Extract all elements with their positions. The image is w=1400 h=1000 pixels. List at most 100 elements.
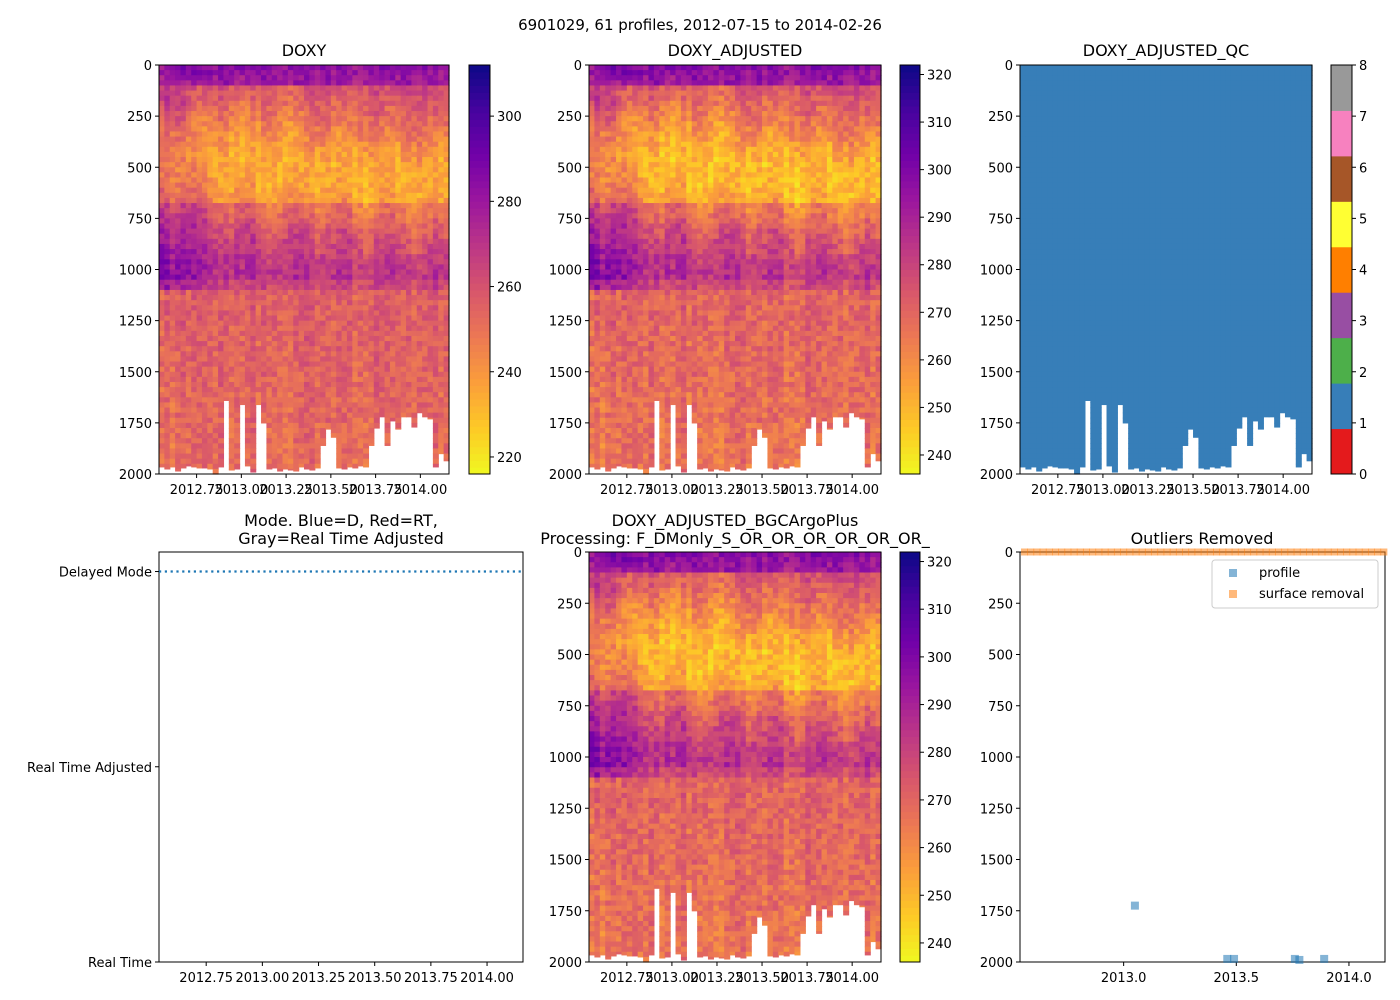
doxy-cell bbox=[207, 90, 214, 97]
doxy-adjusted-cell bbox=[621, 387, 628, 393]
doxy-adjusted-cell bbox=[594, 223, 601, 230]
doxy-cell bbox=[212, 320, 219, 327]
doxy-adjusted-cell bbox=[594, 136, 601, 143]
doxy-cell bbox=[239, 346, 246, 352]
doxy-cell bbox=[395, 70, 402, 76]
doxy-colorbar-band bbox=[469, 187, 490, 196]
doxy-cell bbox=[250, 238, 257, 245]
doxy-adjusted-cell bbox=[589, 289, 596, 296]
doxy-cell bbox=[234, 192, 241, 199]
doxy-cell bbox=[169, 218, 176, 225]
doxy-adjusted-cell bbox=[594, 80, 601, 87]
doxy-cell bbox=[159, 75, 165, 81]
doxy-cell bbox=[228, 95, 235, 102]
doxy-cell bbox=[228, 167, 235, 173]
doxy-cell bbox=[255, 228, 262, 235]
doxy-adjusted-cell bbox=[589, 208, 596, 214]
doxy-adjusted-cell bbox=[599, 218, 606, 225]
doxy-cell bbox=[298, 407, 305, 414]
doxy-cell bbox=[298, 330, 305, 337]
doxy-cell bbox=[336, 376, 343, 383]
doxy-cell bbox=[352, 443, 359, 450]
doxy-cell bbox=[169, 213, 176, 219]
doxy-cell bbox=[207, 402, 214, 409]
doxy-cell bbox=[330, 249, 337, 255]
doxy-cell bbox=[411, 223, 418, 230]
doxy-cell bbox=[261, 105, 268, 112]
doxy-cell bbox=[389, 213, 396, 219]
doxy-cell bbox=[159, 417, 165, 424]
doxy-cell bbox=[352, 325, 359, 332]
doxy-cell bbox=[271, 284, 278, 291]
doxy-cell bbox=[309, 259, 316, 265]
doxy-cell bbox=[159, 182, 165, 189]
doxy-cell bbox=[159, 100, 165, 107]
doxy-cell bbox=[293, 269, 300, 276]
doxy-adjusted-cell bbox=[621, 85, 628, 92]
doxy-cell bbox=[379, 341, 386, 347]
doxy-cell bbox=[346, 315, 353, 322]
doxy-cell bbox=[406, 121, 413, 127]
doxy-cell bbox=[201, 295, 208, 301]
doxy-cell bbox=[282, 116, 289, 122]
doxy-cell bbox=[159, 70, 165, 76]
doxy-cell bbox=[304, 259, 310, 265]
doxy-adjusted-cell bbox=[616, 295, 623, 301]
doxy-cell bbox=[416, 105, 423, 112]
doxy-cell bbox=[379, 300, 386, 306]
doxy-cell bbox=[432, 305, 439, 311]
doxy-colorbar-band bbox=[469, 385, 490, 393]
doxy-cell bbox=[175, 203, 182, 209]
doxy-cell bbox=[427, 126, 434, 133]
doxy-cell bbox=[304, 243, 310, 250]
doxy-colorbar-band bbox=[469, 139, 490, 148]
doxy-cell bbox=[266, 105, 273, 112]
doxy-cell bbox=[223, 208, 230, 214]
doxy-cell bbox=[234, 341, 241, 347]
doxy-cell bbox=[389, 284, 396, 291]
doxy-adjusted-cell bbox=[610, 259, 617, 265]
doxy-adjusted-cell bbox=[589, 330, 596, 337]
doxy-cell bbox=[346, 126, 353, 133]
doxy-cell bbox=[320, 305, 327, 311]
doxy-cell bbox=[196, 402, 203, 409]
doxy-cell bbox=[244, 422, 251, 429]
doxy-cell bbox=[406, 274, 413, 281]
doxy-cell bbox=[427, 249, 434, 255]
doxy-cell bbox=[293, 356, 300, 363]
doxy-cell bbox=[218, 218, 225, 225]
doxy-cell bbox=[250, 448, 257, 455]
doxy-cell bbox=[438, 116, 445, 122]
doxy-adjusted-cell bbox=[599, 116, 606, 122]
doxy-cell bbox=[266, 187, 273, 194]
doxy-cell bbox=[389, 141, 396, 148]
doxy-cell bbox=[271, 151, 278, 158]
doxy-cell bbox=[293, 192, 300, 199]
doxy-adjusted-cell bbox=[637, 121, 644, 127]
doxy-cell bbox=[218, 172, 225, 179]
doxy-cell bbox=[373, 208, 380, 214]
doxy-colorbar-band bbox=[469, 208, 490, 216]
doxy-cell bbox=[169, 126, 176, 133]
doxy-cell bbox=[180, 187, 187, 194]
doxy-cell bbox=[271, 85, 278, 92]
doxy-cell bbox=[330, 187, 337, 194]
doxy-cell bbox=[314, 111, 321, 117]
doxy-adjusted-cell bbox=[621, 95, 628, 102]
doxy-cell bbox=[266, 80, 273, 87]
doxy-cell bbox=[255, 402, 262, 406]
doxy-cell bbox=[207, 233, 214, 240]
doxy-cell bbox=[271, 100, 278, 107]
doxy-cell bbox=[277, 330, 284, 337]
doxy-cell bbox=[363, 295, 370, 301]
doxy-cell bbox=[185, 182, 192, 189]
doxy-cell bbox=[169, 341, 176, 347]
doxy-adjusted-cell bbox=[594, 100, 601, 107]
doxy-cell bbox=[180, 264, 187, 271]
doxy-cell bbox=[400, 116, 407, 122]
doxy-cell bbox=[255, 172, 262, 179]
doxy-cell bbox=[325, 116, 332, 122]
doxy-cell bbox=[255, 187, 262, 194]
doxy-cell bbox=[411, 284, 418, 291]
doxy-cell bbox=[159, 126, 165, 133]
